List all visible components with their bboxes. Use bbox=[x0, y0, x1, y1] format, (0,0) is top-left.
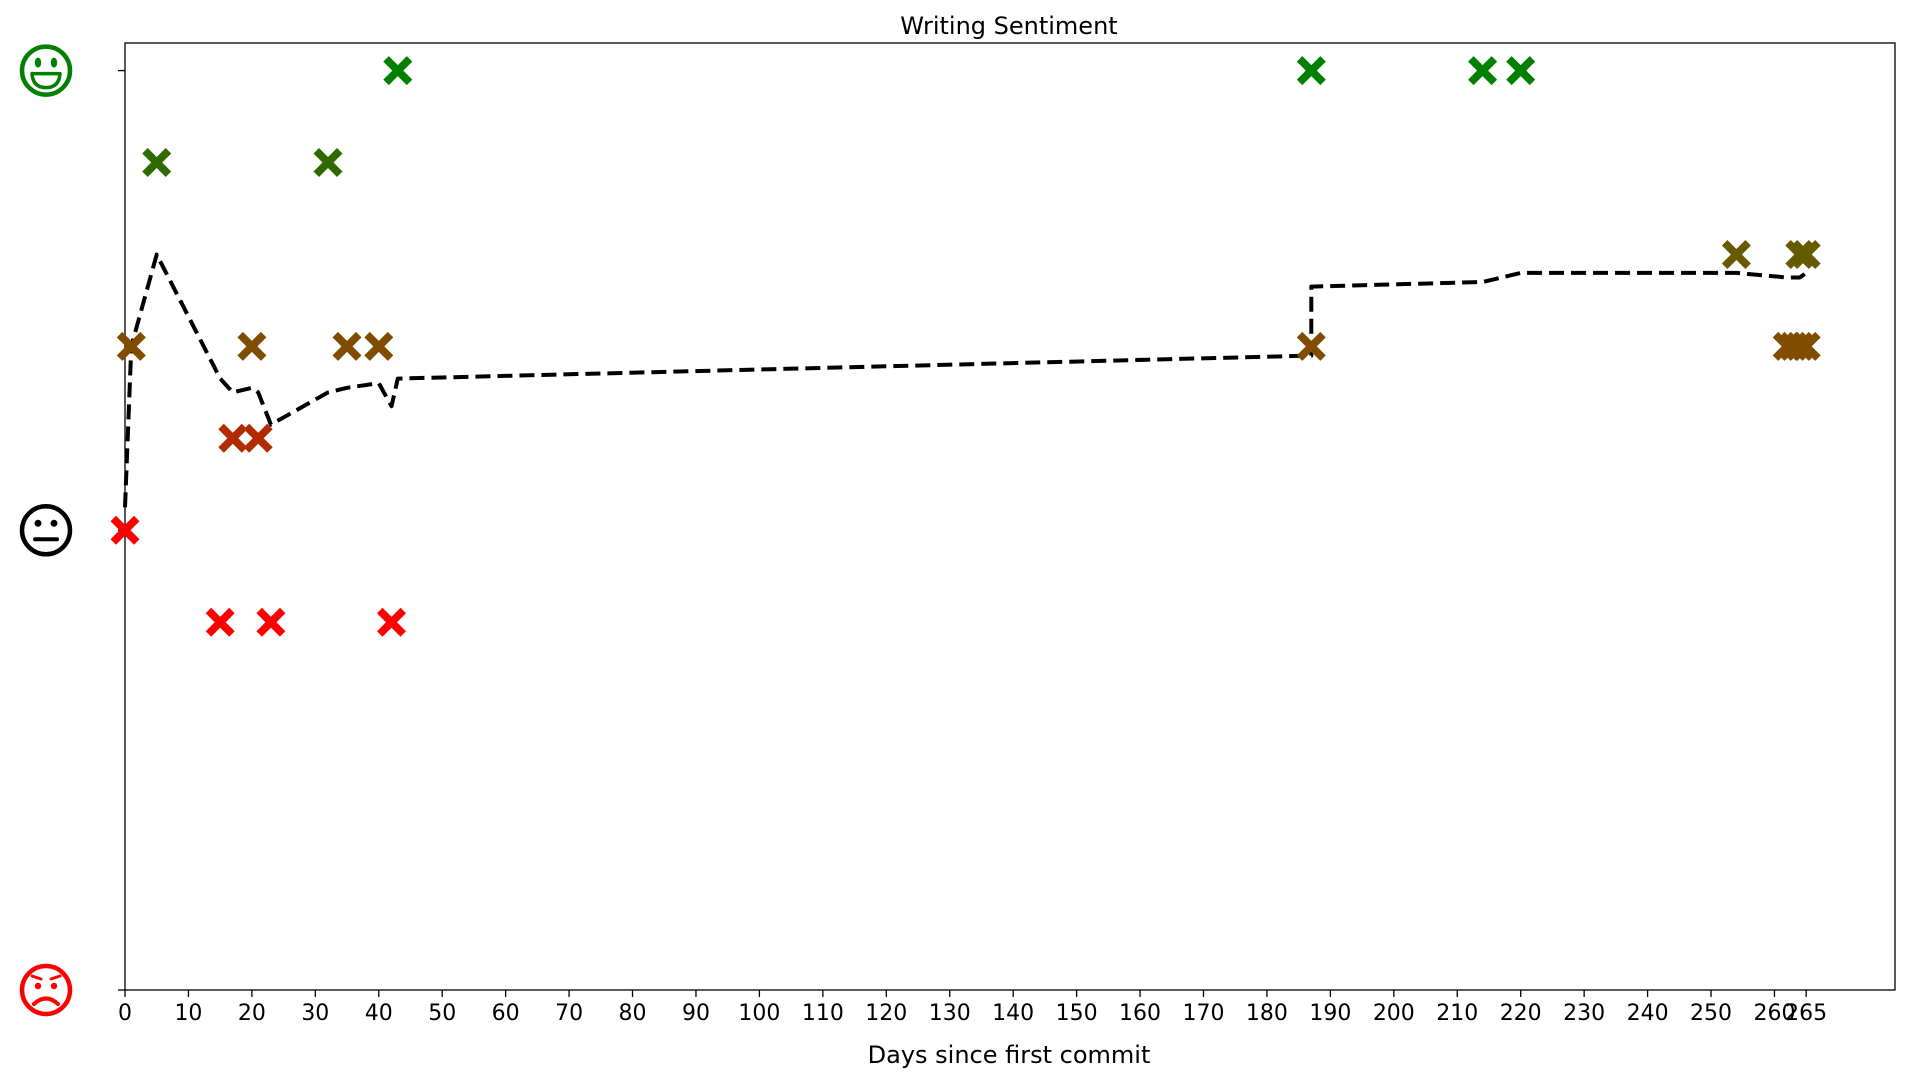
x-tick-label: 240 bbox=[1627, 1001, 1669, 1026]
x-tick-label: 60 bbox=[492, 1001, 520, 1026]
x-tick-label: 80 bbox=[619, 1001, 647, 1026]
data-point-marker bbox=[1791, 331, 1821, 361]
x-tick-label: 210 bbox=[1436, 1001, 1478, 1026]
data-point-marker bbox=[313, 148, 343, 177]
data-point-marker bbox=[1506, 56, 1536, 86]
trend-line bbox=[123, 252, 1808, 508]
data-point-marker bbox=[377, 607, 406, 637]
x-tick-label: 120 bbox=[865, 1001, 907, 1026]
happy-face-icon bbox=[19, 44, 73, 97]
data-point-marker bbox=[142, 148, 172, 177]
neutral-face-icon bbox=[19, 504, 73, 557]
x-tick-label: 170 bbox=[1182, 1001, 1224, 1026]
x-tick-label: 230 bbox=[1563, 1001, 1605, 1026]
x-tick-label: 190 bbox=[1309, 1001, 1351, 1026]
data-point-marker bbox=[218, 423, 248, 453]
x-tick-label: 140 bbox=[992, 1001, 1034, 1026]
x-tick-label: 30 bbox=[301, 1001, 329, 1026]
data-point-marker bbox=[364, 331, 394, 361]
x-tick-label: 220 bbox=[1500, 1001, 1542, 1026]
x-tick-label: 110 bbox=[802, 1001, 844, 1026]
data-points bbox=[110, 56, 1821, 637]
data-point-marker bbox=[1791, 240, 1821, 269]
x-tick-label: 20 bbox=[238, 1001, 266, 1026]
data-point-marker bbox=[1468, 56, 1498, 86]
data-point-marker bbox=[1721, 240, 1751, 269]
x-tick-label: 10 bbox=[174, 1001, 202, 1026]
x-tick-label: 260 bbox=[1753, 1001, 1795, 1026]
x-tick-label: 40 bbox=[365, 1001, 393, 1026]
x-tick-label: 0 bbox=[118, 1001, 132, 1026]
x-axis-label: Days since first commit bbox=[868, 1041, 1151, 1069]
data-point-marker bbox=[116, 331, 146, 361]
x-tick-label: 70 bbox=[555, 1001, 583, 1026]
data-point-marker bbox=[1296, 331, 1326, 361]
data-point-marker bbox=[110, 515, 140, 545]
trend-line-layer bbox=[123, 252, 1808, 508]
x-tick-label: 130 bbox=[929, 1001, 971, 1026]
data-point-marker bbox=[1296, 56, 1326, 86]
x-tick-label: 200 bbox=[1373, 1001, 1415, 1026]
x-tick-label: 160 bbox=[1119, 1001, 1161, 1026]
x-tick-label: 50 bbox=[428, 1001, 456, 1026]
x-tick-label: 265 bbox=[1785, 1001, 1827, 1026]
chart-title: Writing Sentiment bbox=[900, 12, 1117, 40]
data-point-marker bbox=[243, 423, 273, 453]
x-tick-label: 90 bbox=[682, 1001, 710, 1026]
x-tick-label: 250 bbox=[1690, 1001, 1732, 1026]
axis-ticks: 0 10 20 30 40 50 60 70 80 90 100 110 120 130 140 150 160… bbox=[118, 69, 1827, 1026]
y-axis-icons bbox=[19, 44, 73, 1017]
plot-frame bbox=[124, 42, 1896, 991]
data-point-marker bbox=[205, 607, 235, 637]
data-point-marker bbox=[237, 331, 267, 361]
data-point-marker bbox=[256, 607, 286, 637]
x-tick-label: 150 bbox=[1056, 1001, 1098, 1026]
data-point-marker bbox=[383, 56, 413, 86]
data-point-marker bbox=[1785, 240, 1815, 269]
data-point-marker bbox=[332, 331, 362, 361]
x-tick-label: 100 bbox=[738, 1001, 780, 1026]
x-tick-label: 180 bbox=[1246, 1001, 1288, 1026]
sad-face-icon bbox=[19, 963, 73, 1017]
data-point-marker bbox=[1785, 331, 1815, 361]
